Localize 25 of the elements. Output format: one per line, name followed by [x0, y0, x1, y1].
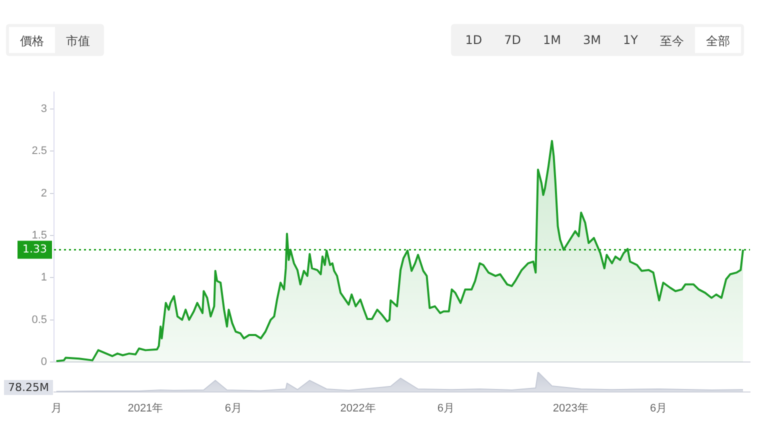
y-tick-label: 3: [40, 102, 47, 115]
text: 1Y: [612, 27, 649, 53]
text: 全部: [695, 27, 741, 53]
y-tick-label: 1.5: [32, 229, 47, 242]
y-tick-label: 2.5: [32, 145, 47, 158]
x-tick-label: 月: [50, 402, 62, 415]
ref-line-label: 1.33: [22, 242, 48, 256]
text: 至今: [649, 27, 695, 53]
x-tick-label: 2021年: [128, 402, 164, 415]
text: 1D: [454, 27, 494, 53]
y-tick-label: 0.5: [32, 314, 47, 326]
text: 價格: [9, 27, 55, 53]
x-tick-label: 6月: [437, 402, 455, 415]
x-tick-label: 2023年: [552, 402, 588, 415]
x-tick-label: 2022年: [340, 402, 376, 415]
x-tick-label: 6月: [224, 402, 242, 415]
text: 市值: [55, 27, 101, 53]
y-tick-label: 0: [40, 356, 47, 368]
text: 3M: [572, 27, 612, 53]
y-tick-label: 2: [40, 187, 47, 200]
text: 1M: [532, 27, 572, 53]
text: 7D: [493, 27, 532, 53]
y-tick-label: 1: [40, 272, 47, 284]
x-tick-label: 6月: [650, 402, 668, 415]
text: 78.25M: [4, 380, 53, 395]
